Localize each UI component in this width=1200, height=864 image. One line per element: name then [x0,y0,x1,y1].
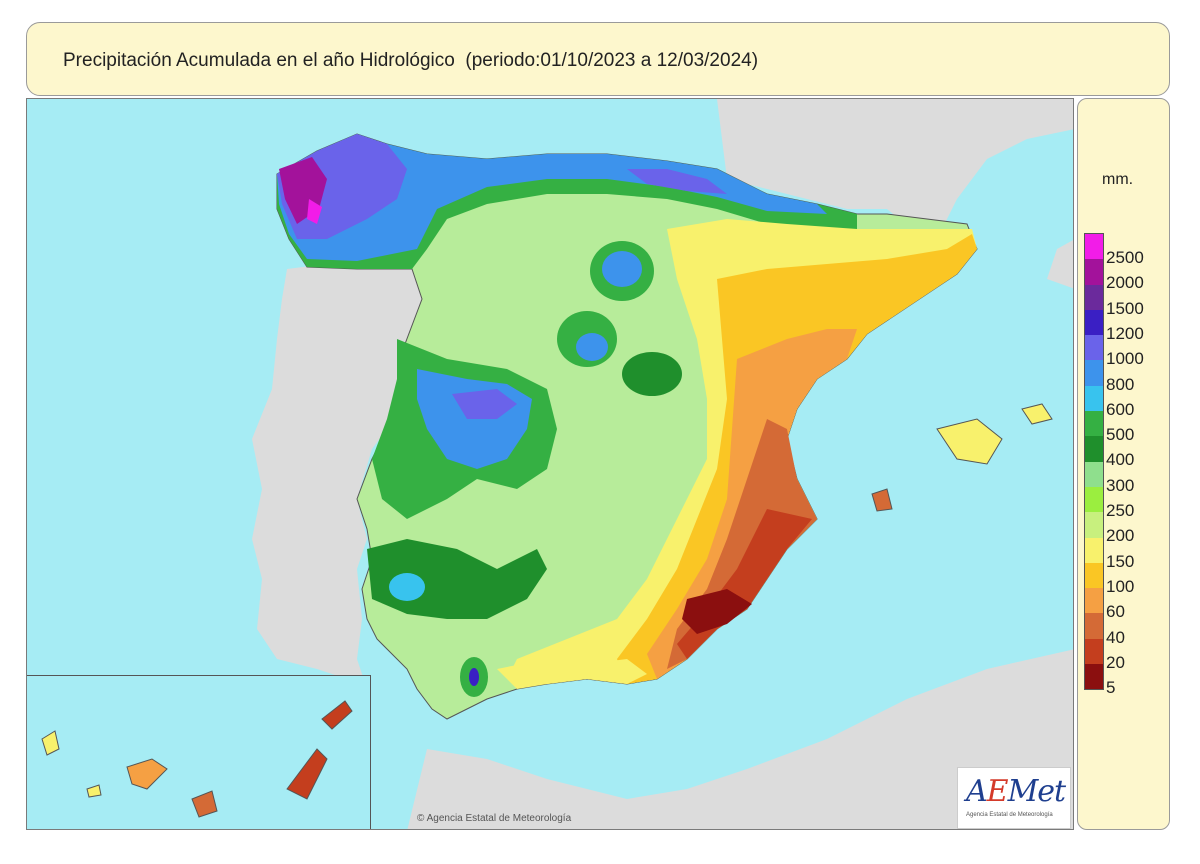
legend-label: 200 [1106,526,1135,546]
legend-swatch [1085,411,1103,437]
tenerife [126,758,168,790]
legend-label: 5 [1106,678,1116,698]
legend-label: 2000 [1106,273,1144,293]
legend-label: 800 [1106,374,1135,394]
west-band-1000 [452,389,517,419]
legend-swatch [1085,436,1103,462]
legend-label: 20 [1106,652,1125,672]
legend-label: 400 [1106,450,1135,470]
north-band-800 [277,134,827,261]
legend-swatch [1085,309,1103,336]
legend-label: 600 [1106,399,1135,419]
gran-canaria [191,790,218,818]
east-band-5 [682,589,752,634]
portugal-land [252,259,425,689]
legend-label: 1500 [1106,298,1144,318]
france-land [717,99,1073,234]
cantabria-1000 [627,169,727,194]
legend-label: 250 [1106,501,1135,520]
legend-swatch [1085,385,1103,412]
blob-400-c [622,352,682,396]
map-title: Precipitación Acumulada en el año Hidrol… [63,50,759,71]
galicia-2500 [307,199,322,224]
legend-swatch [1085,461,1103,487]
legend-label: 1000 [1106,349,1144,369]
legend-panel: mm. 2500 2000 1500 1200 1000 800 600 500 400 300 2… [1077,98,1170,830]
legend-swatch [1085,537,1103,563]
ibiza [871,488,893,512]
legend-swatch [1085,588,1103,614]
legend-swatch [1085,664,1103,690]
legend-label: 2500 [1106,248,1144,267]
africa-land [407,649,1073,829]
lanzarote [321,700,353,730]
mallorca [936,418,1003,465]
la-palma [41,730,60,756]
blob-800-a [602,251,642,287]
legend-swatch [1085,335,1103,361]
legend-label: 150 [1106,551,1135,571]
legend-swatch [1085,360,1103,386]
legend-swatch [1085,512,1103,538]
legend-swatch [1085,562,1103,589]
map-panel: © Agencia Estatal de Meteorología AEMet … [26,98,1074,830]
legend-label: 60 [1106,602,1125,622]
south-blob-600 [389,573,425,601]
legend-swatch [1085,284,1103,310]
legend-swatch [1085,638,1103,665]
legend-label: 100 [1106,576,1135,596]
south-coast-150 [497,659,647,689]
legend-swatch [1085,486,1103,513]
title-panel: Precipitación Acumulada en el año Hidrol… [26,22,1170,96]
legend-unit: mm. [1102,171,1134,188]
blob-800-b [576,333,608,361]
logo-wordmark: AEMet [966,774,1066,809]
menorca [1021,403,1053,425]
grazalema-1200 [469,668,479,686]
logo-subtitle: Agencia Estatal de Meteorología [966,812,1053,818]
legend-label: 500 [1106,425,1135,445]
east-land [1047,240,1073,289]
legend-swatch [1085,613,1103,639]
legend-label: 1200 [1106,323,1144,343]
legend-swatch [1085,234,1103,260]
legend-label: 300 [1106,475,1135,495]
gomera [86,784,102,798]
precipitation-map [27,99,1073,829]
legend-swatch [1085,259,1103,285]
credit-text: © Agencia Estatal de Meteorología [417,813,572,824]
legend-color-bar [1084,233,1104,691]
legend-label: 40 [1106,627,1125,647]
fuerteventura [286,748,328,800]
aemet-logo: AEMet Agencia Estatal de Meteorología [957,767,1071,829]
